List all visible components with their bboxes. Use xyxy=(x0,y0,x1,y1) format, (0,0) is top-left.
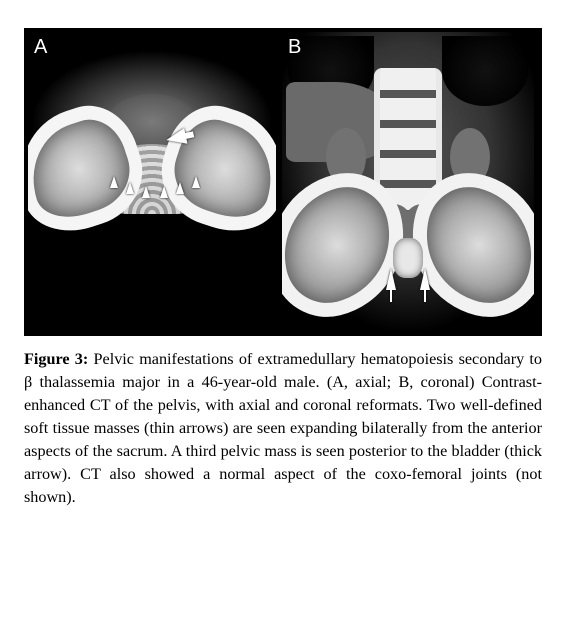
sacrum-coronal xyxy=(393,238,423,278)
ct-panel-axial: A xyxy=(28,32,276,252)
thin-arrow-icon xyxy=(126,182,134,194)
thin-arrow-icon xyxy=(192,176,200,188)
thin-arrow-icon xyxy=(110,176,118,188)
thin-arrow-icon xyxy=(176,182,184,194)
thin-arrow-icon xyxy=(160,186,168,198)
figure-number-label: Figure 3: xyxy=(24,350,88,368)
figure-caption: Figure 3: Pelvic manifestations of extra… xyxy=(24,348,542,509)
caption-text: Pelvic manifestations of extramedullary … xyxy=(24,350,542,506)
thin-arrow-icon xyxy=(420,268,430,290)
ct-panel-coronal: B xyxy=(282,32,534,332)
thin-arrow-icon xyxy=(386,268,396,290)
lung-left xyxy=(442,36,528,106)
panel-a-label: A xyxy=(34,36,47,59)
thin-arrow-icon xyxy=(142,186,150,198)
figure-panel: A B xyxy=(24,28,542,336)
panel-b-label: B xyxy=(288,36,301,59)
